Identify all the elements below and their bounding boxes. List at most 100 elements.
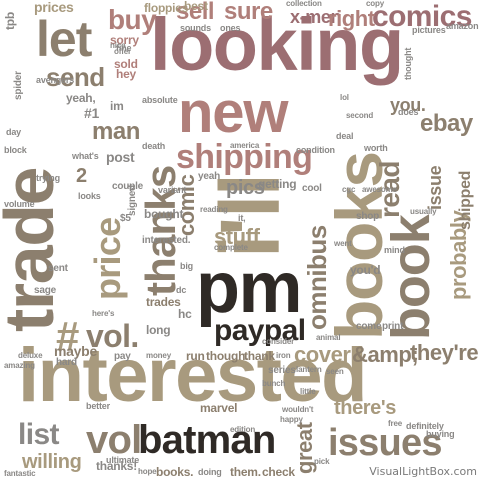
- word-hope: hope: [138, 467, 157, 476]
- word-sold: sold: [114, 57, 138, 71]
- word-hash: #: [56, 313, 79, 360]
- word-yeah: yeah: [198, 171, 220, 182]
- word-copy: copy: [366, 0, 385, 8]
- word-hc: hc: [178, 307, 192, 321]
- word-amazing: amazing: [4, 361, 35, 370]
- word-post: post: [106, 149, 135, 165]
- word-comics: comics: [372, 0, 472, 33]
- word-best: best: [184, 0, 208, 13]
- word-let: let: [36, 11, 92, 67]
- word-went: went: [334, 239, 352, 248]
- word-pics: pics: [226, 177, 265, 199]
- word-big: big: [180, 261, 193, 271]
- word-sent: sent: [48, 263, 68, 274]
- watermark-text: VisualLightBox.com: [369, 465, 477, 478]
- word-looks: looks: [78, 191, 101, 201]
- word-sell: sell: [176, 0, 215, 25]
- word-ebay: ebay: [420, 110, 473, 137]
- word-worth: worth: [364, 143, 388, 153]
- word-usually: usually: [410, 207, 437, 216]
- word-getting: getting: [258, 177, 297, 191]
- word-variant: variant: [158, 185, 187, 195]
- word-send: send: [46, 62, 105, 92]
- word-hey: hey: [116, 67, 136, 81]
- word-floppies: floppies: [144, 1, 189, 15]
- word-bunch: bunch: [262, 379, 286, 388]
- word-issue: issue: [425, 165, 445, 210]
- word-it-comma: it,: [238, 213, 246, 223]
- word-thank: thank: [244, 349, 275, 363]
- word-little: little: [300, 387, 316, 396]
- word-sounds: sounds: [180, 23, 211, 33]
- word-pick: pick: [314, 457, 330, 466]
- word-pictures: pictures: [412, 25, 446, 35]
- word-paypal: paypal: [214, 314, 306, 347]
- word-wouldnt: wouldn't: [282, 405, 314, 414]
- word-thought: thought: [403, 47, 413, 80]
- word-condition: condition: [296, 145, 335, 155]
- word-vol: vol: [86, 418, 142, 462]
- word-shipped: shipped: [457, 170, 474, 230]
- word-sure: sure: [224, 0, 273, 25]
- word-theyre: they're: [410, 340, 479, 365]
- word-vol-dot: vol.: [86, 318, 139, 354]
- word-fantastic: fantastic: [4, 469, 36, 478]
- word-interested-dot: interested.: [142, 235, 191, 246]
- word-amazon: amazon: [446, 21, 479, 31]
- word-list: list: [18, 418, 60, 451]
- word-maybe: maybe: [54, 343, 97, 359]
- word-buy: buy: [108, 4, 157, 35]
- word-money: money: [146, 351, 171, 360]
- word-them: them.: [230, 465, 261, 479]
- word-seen: seen: [326, 367, 344, 376]
- word-check: check: [262, 465, 295, 479]
- word-great: great: [292, 422, 317, 474]
- word-volume: volume: [4, 199, 35, 209]
- word-print: print: [382, 321, 404, 332]
- word-ultimate: ultimate: [106, 455, 140, 465]
- word-edition: edition: [230, 425, 256, 434]
- word-whats: what's: [72, 151, 99, 161]
- word-lantern: lantern: [296, 365, 322, 374]
- word-issues: issues: [328, 422, 443, 464]
- word-interested: interested: [18, 333, 368, 418]
- word-man: man: [92, 118, 140, 145]
- word-buying: buying: [426, 429, 455, 439]
- word-shop: shop: [356, 211, 380, 222]
- word-bought: bought: [144, 207, 184, 221]
- word-signed: signed: [127, 184, 138, 216]
- word-tpb: tpb: [3, 12, 17, 30]
- word-absolute: absolute: [142, 95, 178, 105]
- word-day: day: [6, 127, 21, 137]
- word-cool: cool: [302, 183, 322, 194]
- word-theres: there's: [334, 397, 396, 419]
- word-pay: pay: [114, 351, 131, 362]
- word-marvel: marvel: [200, 401, 238, 415]
- word-doing: doing: [198, 467, 222, 477]
- word-willing: willing: [22, 451, 82, 473]
- word-shipping: shipping: [176, 138, 313, 176]
- word-cgc: cgc: [342, 185, 356, 194]
- word-definitely: definitely: [406, 421, 444, 431]
- word-long: long: [146, 323, 171, 337]
- word-trades: trades: [146, 295, 181, 309]
- word-collection: collection: [286, 0, 322, 8]
- word-trying: trying: [36, 173, 60, 183]
- word-dc: dc: [176, 285, 187, 295]
- word-series: series: [268, 365, 296, 376]
- word-couple: couple: [112, 181, 144, 192]
- word-animal: animal: [316, 333, 341, 342]
- word-lol: lol: [340, 93, 349, 102]
- word-run: run: [186, 349, 205, 363]
- word-deluxe: deluxe: [18, 351, 43, 360]
- word-complete: complete: [214, 243, 248, 252]
- word-stuff: stuff: [214, 224, 260, 249]
- word-happy: happy: [280, 415, 303, 424]
- word-right: right: [328, 6, 375, 31]
- word-books-dot: books.: [156, 465, 194, 479]
- word-does: does: [398, 107, 419, 117]
- word-consider: consider: [262, 337, 295, 346]
- word-im: im: [110, 99, 124, 113]
- word-yeah-comma: yeah,: [66, 91, 96, 105]
